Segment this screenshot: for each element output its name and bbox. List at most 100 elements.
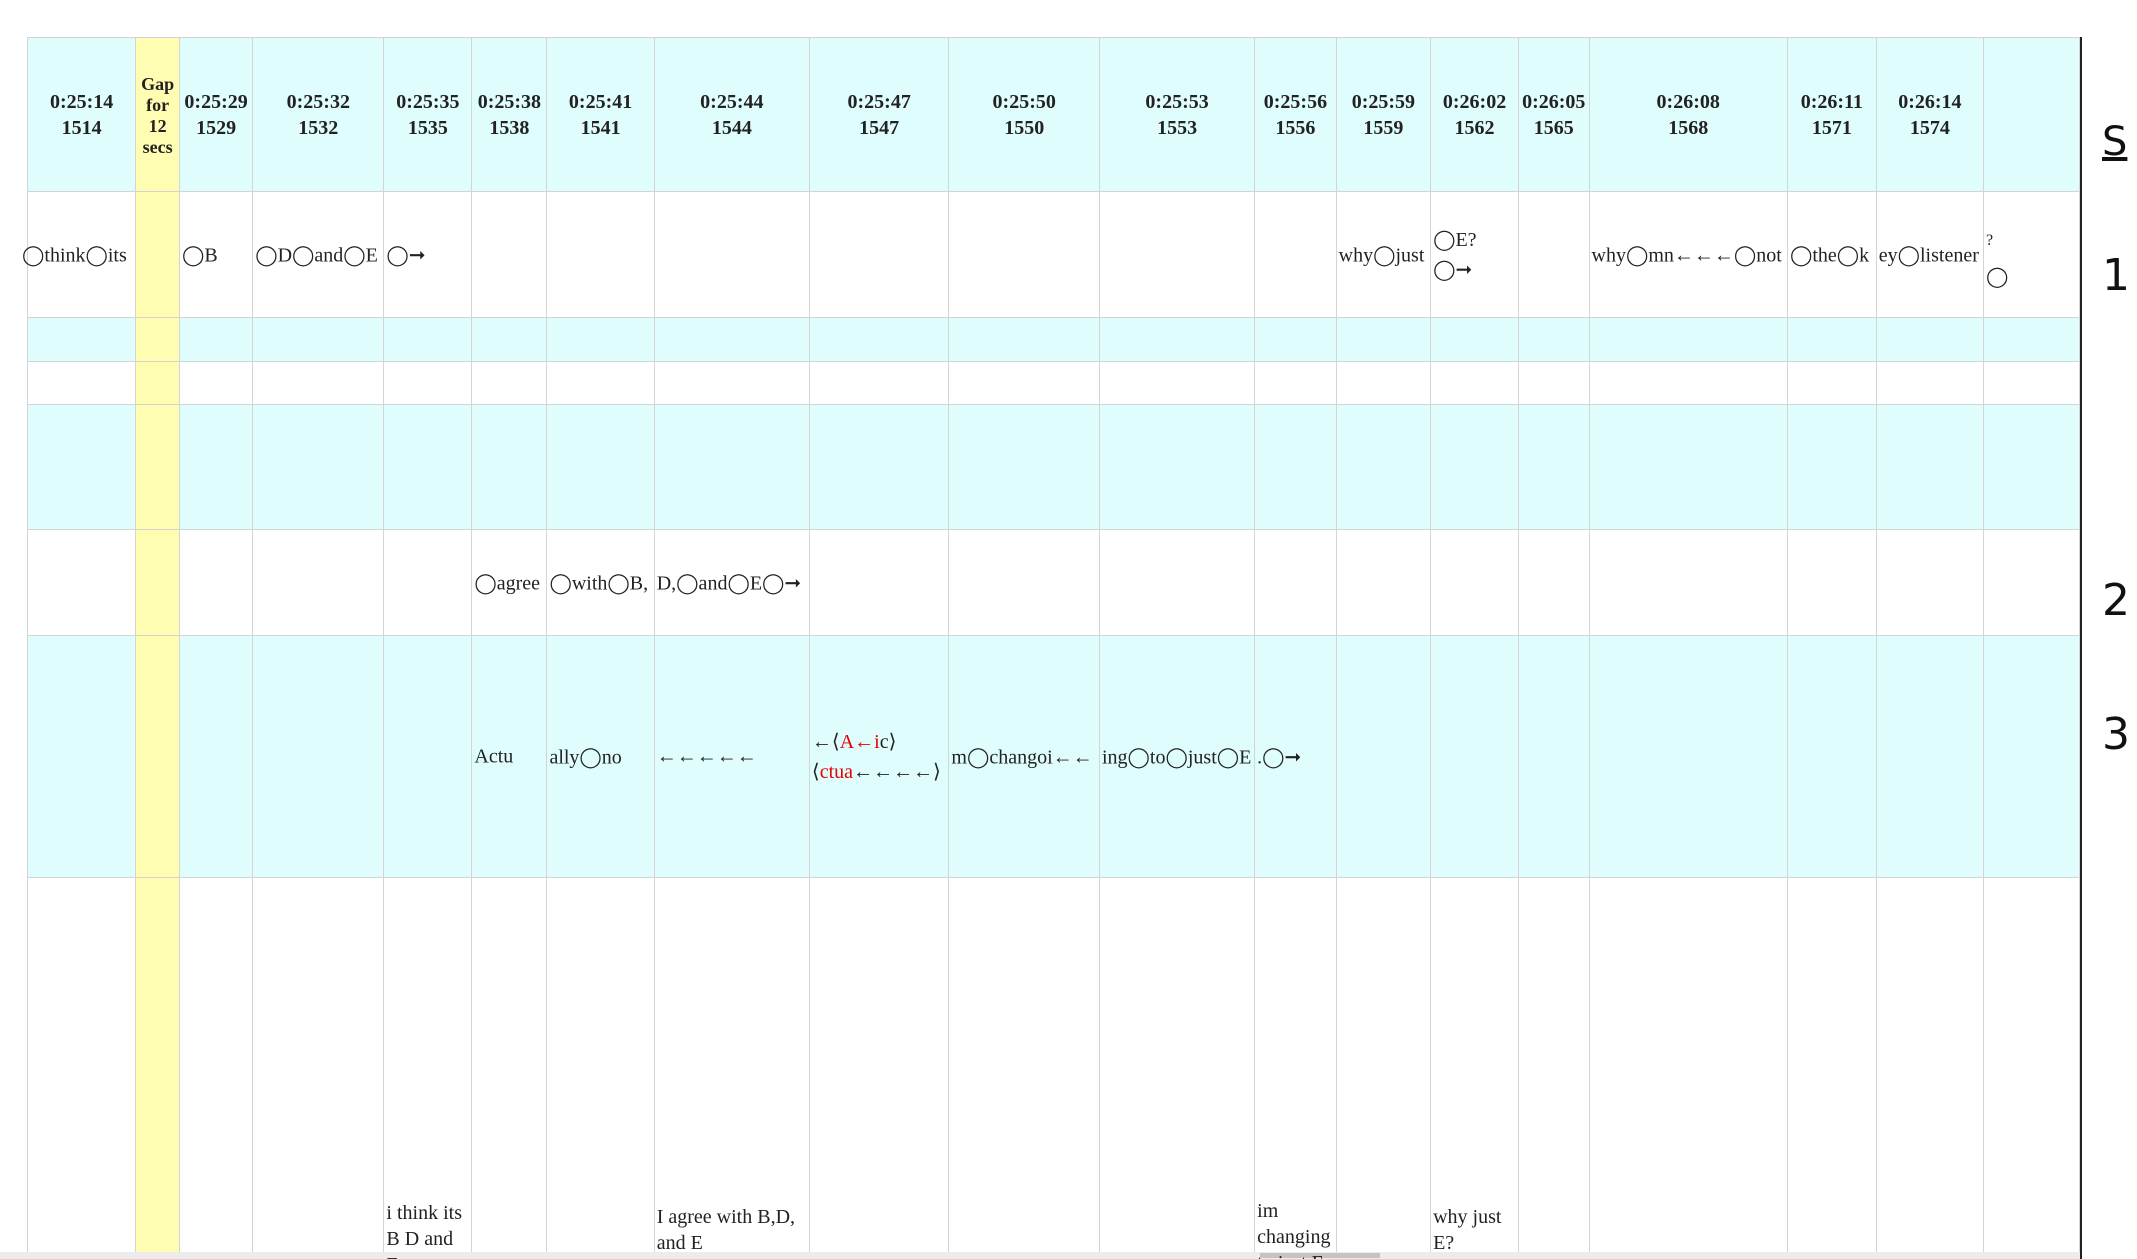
grid-cell[interactable] <box>178 317 254 362</box>
grid-cell[interactable] <box>1335 404 1432 530</box>
grid-cell[interactable]: ◯B <box>178 191 254 318</box>
grid-cell[interactable] <box>1518 191 1590 318</box>
horizontal-scrollbar[interactable] <box>0 1252 2080 1259</box>
grid-cell[interactable] <box>1335 361 1432 405</box>
grid-cell[interactable]: ◯think◯its <box>22 191 137 318</box>
grid-cell[interactable] <box>471 404 548 530</box>
grid-cell[interactable] <box>1983 317 2080 362</box>
grid-cell[interactable] <box>252 877 385 1259</box>
grid-cell[interactable] <box>546 191 655 318</box>
grid-cell[interactable] <box>1786 361 1877 405</box>
grid-cell[interactable] <box>948 529 1100 636</box>
grid-cell[interactable] <box>26 317 137 362</box>
column-header[interactable]: 0:25:35 1535 <box>383 37 473 192</box>
side-panel-item[interactable]: 3 <box>2102 709 2130 760</box>
grid-cell[interactable]: ing◯to◯just◯E <box>1098 635 1256 878</box>
grid-cell[interactable] <box>252 529 385 636</box>
grid-cell[interactable] <box>26 635 137 878</box>
grid-cell[interactable] <box>1875 404 1985 530</box>
column-header[interactable]: 0:25:38 1538 <box>471 37 548 192</box>
grid-cell[interactable]: ◯D◯and◯E <box>252 191 385 318</box>
column-header[interactable]: 0:26:02 1562 <box>1430 37 1520 192</box>
grid-cell[interactable] <box>808 404 950 530</box>
grid-cell[interactable] <box>383 361 473 405</box>
grid-cell[interactable] <box>1588 635 1788 878</box>
grid-cell[interactable] <box>1098 404 1256 530</box>
grid-cell[interactable]: ally◯no <box>546 635 655 878</box>
grid-cell[interactable]: i think its B D and E <box>383 877 473 1259</box>
grid-cell[interactable] <box>1588 404 1788 530</box>
column-header[interactable]: 0:25:59 1559 <box>1335 37 1432 192</box>
column-header[interactable]: 0:26:05 1565 <box>1518 37 1590 192</box>
side-panel-item[interactable]: 1 <box>2102 250 2130 301</box>
grid-cell[interactable] <box>808 877 950 1259</box>
grid-cell[interactable] <box>383 404 473 530</box>
grid-cell[interactable] <box>1983 635 2080 878</box>
grid-cell[interactable] <box>1588 877 1788 1259</box>
grid-cell[interactable]: ey◯listener <box>1875 191 1985 318</box>
column-header[interactable]: 0:25:47 1547 <box>808 37 950 192</box>
column-header[interactable]: 0:25:50 1550 <box>948 37 1100 192</box>
grid-cell[interactable] <box>1430 317 1520 362</box>
grid-cell[interactable] <box>252 635 385 878</box>
grid-cell[interactable] <box>653 404 810 530</box>
grid-cell[interactable] <box>546 877 655 1259</box>
grid-cell[interactable] <box>1098 317 1256 362</box>
grid-cell[interactable] <box>948 877 1100 1259</box>
grid-cell[interactable] <box>178 529 254 636</box>
grid-cell[interactable]: ◯E? ◯➞ <box>1430 191 1520 318</box>
grid-cell[interactable] <box>546 404 655 530</box>
grid-cell[interactable] <box>1430 404 1520 530</box>
grid-cell[interactable] <box>1588 317 1788 362</box>
grid-cell[interactable]: ◯the◯k <box>1786 191 1877 318</box>
grid-cell[interactable] <box>252 317 385 362</box>
column-header[interactable]: 0:25:32 1532 <box>252 37 385 192</box>
grid-cell[interactable] <box>1786 404 1877 530</box>
grid-cell[interactable] <box>808 529 950 636</box>
grid-cell[interactable] <box>1254 404 1337 530</box>
grid-cell[interactable] <box>1983 361 2080 405</box>
grid-cell[interactable]: .◯➞ <box>1254 635 1337 878</box>
grid-cell[interactable] <box>1518 529 1590 636</box>
grid-cell[interactable] <box>948 404 1100 530</box>
grid-cell[interactable] <box>1875 529 1985 636</box>
grid-cell[interactable] <box>383 635 473 878</box>
grid-cell[interactable] <box>808 317 950 362</box>
grid-cell[interactable]: I agree with B,D, and E <box>653 877 810 1259</box>
grid-cell[interactable]: ◯agree <box>471 529 548 636</box>
grid-cell[interactable] <box>1786 529 1877 636</box>
grid-cell[interactable] <box>252 404 385 530</box>
column-header[interactable]: 0:26:14 1574 <box>1875 37 1985 192</box>
grid-cell[interactable] <box>1786 635 1877 878</box>
grid-cell[interactable] <box>178 361 254 405</box>
grid-cell[interactable] <box>383 529 473 636</box>
column-header[interactable]: 0:25:29 1529 <box>178 37 254 192</box>
grid-cell[interactable] <box>653 191 810 318</box>
scrollbar-thumb[interactable] <box>1260 1253 1380 1258</box>
gap-marker-header[interactable]: Gap for 12 secs <box>135 37 180 192</box>
grid-cell[interactable] <box>1983 529 2080 636</box>
grid-cell[interactable] <box>26 361 137 405</box>
grid-cell[interactable]: ◯➞ <box>383 191 473 318</box>
grid-cell[interactable]: m◯changoi←← <box>948 635 1100 878</box>
column-header[interactable]: 0:26:11 1571 <box>1786 37 1877 192</box>
grid-cell[interactable] <box>653 317 810 362</box>
grid-cell[interactable]: ? ◯ <box>1983 191 2080 318</box>
grid-cell[interactable] <box>546 361 655 405</box>
grid-cell[interactable]: ←⟨A←ic⟩ ⟨ctua←←←←⟩ <box>808 635 950 878</box>
grid-cell[interactable] <box>1430 361 1520 405</box>
grid-cell[interactable] <box>1254 361 1337 405</box>
grid-cell[interactable]: Actu <box>471 635 548 878</box>
grid-cell[interactable] <box>1983 877 2080 1259</box>
grid-cell[interactable] <box>948 317 1100 362</box>
grid-cell[interactable] <box>1098 529 1256 636</box>
grid-cell[interactable] <box>1098 361 1256 405</box>
grid-cell[interactable] <box>471 361 548 405</box>
grid-cell[interactable] <box>178 404 254 530</box>
column-header[interactable]: 0:25:56 1556 <box>1254 37 1337 192</box>
grid-cell[interactable] <box>26 877 137 1259</box>
grid-cell[interactable] <box>1518 877 1590 1259</box>
grid-cell[interactable]: im changing to just E <box>1254 877 1337 1259</box>
grid-cell[interactable] <box>1875 361 1985 405</box>
grid-cell[interactable] <box>178 877 254 1259</box>
